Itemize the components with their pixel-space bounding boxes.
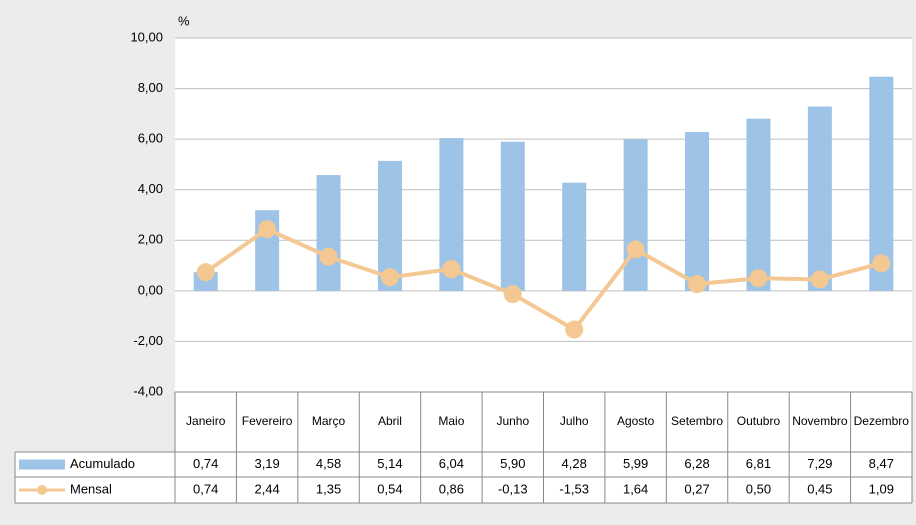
x-tick-label: Fevereiro	[242, 414, 293, 428]
data-label: 4,28	[562, 456, 587, 471]
point	[503, 285, 522, 304]
data-label: 0,74	[193, 456, 218, 471]
data-label: -1,53	[559, 481, 589, 496]
point	[688, 275, 707, 294]
data-label: 6,81	[746, 456, 771, 471]
legend-point	[37, 485, 47, 495]
point	[442, 260, 461, 279]
data-label: 6,28	[684, 456, 709, 471]
y-tick-label: 6,00	[138, 131, 163, 146]
data-label: 5,90	[500, 456, 525, 471]
data-label: 0,27	[684, 481, 709, 496]
x-tick-label: Outubro	[737, 414, 781, 428]
x-tick-label: Março	[312, 414, 346, 428]
x-tick-label: Abril	[378, 414, 402, 428]
y-tick-label: 2,00	[138, 232, 163, 247]
x-tick-label: Setembro	[671, 414, 723, 428]
y-tick-label: -4,00	[133, 383, 163, 398]
point	[565, 320, 584, 339]
data-label: 0,50	[746, 481, 771, 496]
bar	[500, 141, 525, 291]
data-label: 1,35	[316, 481, 341, 496]
x-tick-label: Agosto	[617, 414, 655, 428]
legend-label: Acumulado	[70, 456, 135, 471]
data-label: 7,29	[807, 456, 832, 471]
point	[319, 247, 338, 266]
data-label: 6,04	[439, 456, 464, 471]
point	[749, 269, 768, 288]
data-label: -0,13	[498, 481, 528, 496]
data-label: 5,14	[377, 456, 402, 471]
data-label: 0,45	[807, 481, 832, 496]
data-label: 1,64	[623, 481, 648, 496]
x-tick-label: Novembro	[792, 414, 848, 428]
y-tick-label: 8,00	[138, 80, 163, 95]
legend-swatch	[19, 459, 65, 470]
data-label: 0,86	[439, 481, 464, 496]
bar	[623, 139, 648, 291]
data-label: 3,19	[254, 456, 279, 471]
data-label: 2,44	[254, 481, 279, 496]
point	[196, 263, 215, 282]
x-tick-label: Junho	[496, 414, 529, 428]
bar	[562, 182, 587, 291]
x-tick-label: Dezembro	[854, 414, 910, 428]
data-label: 0,74	[193, 481, 218, 496]
data-label: 0,54	[377, 481, 402, 496]
point	[626, 240, 645, 259]
point	[872, 254, 891, 273]
legend-label: Mensal	[70, 481, 112, 496]
bar	[746, 118, 771, 291]
x-tick-label: Maio	[438, 414, 464, 428]
data-label: 4,58	[316, 456, 341, 471]
point	[258, 220, 277, 239]
bar	[316, 175, 341, 291]
y-unit: %	[178, 13, 190, 28]
data-label: 1,09	[869, 481, 894, 496]
point	[380, 268, 399, 287]
point	[810, 270, 829, 289]
data-label: 8,47	[869, 456, 894, 471]
y-tick-label: 10,00	[130, 29, 163, 44]
y-tick-label: 0,00	[138, 282, 163, 297]
data-label: 5,99	[623, 456, 648, 471]
y-tick-label: 4,00	[138, 181, 163, 196]
x-tick-label: Julho	[560, 414, 589, 428]
bar	[685, 132, 710, 291]
bar	[807, 106, 832, 291]
x-tick-label: Janeiro	[186, 414, 226, 428]
line	[204, 226, 882, 333]
y-tick-label: -2,00	[133, 333, 163, 348]
